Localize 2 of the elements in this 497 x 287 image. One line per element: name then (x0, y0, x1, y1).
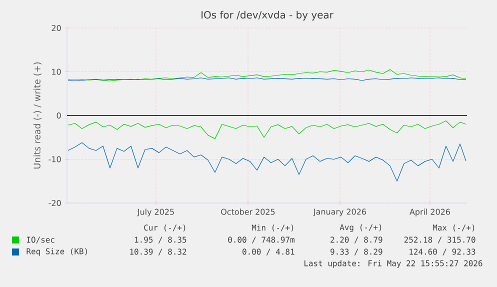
chart-title: IOs for /dev/xvda - by year (202, 10, 334, 21)
y-axis-title: Units read (-) / write (+) (34, 62, 42, 169)
